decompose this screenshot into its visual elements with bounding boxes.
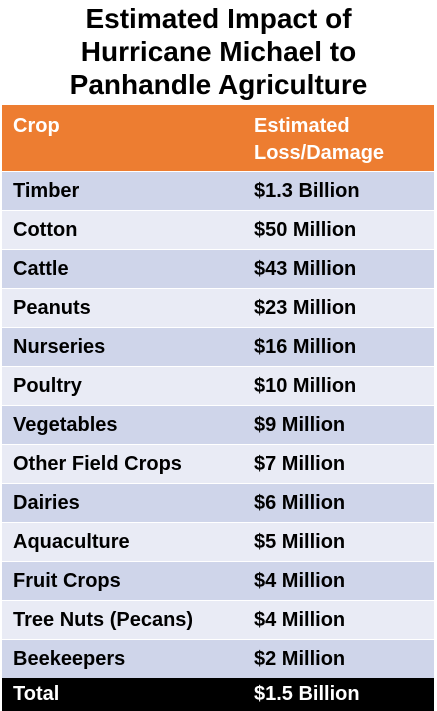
table-row: Cattle $43 Million [2,249,434,288]
table-row: Peanuts $23 Million [2,288,434,327]
table-row: Timber $1.3 Billion [2,171,434,210]
loss-cell: $23 Million [254,297,357,319]
crop-cell: Fruit Crops [13,570,121,592]
loss-cell: $2 Million [254,648,346,670]
table-row: Nurseries $16 Million [2,327,434,366]
crop-cell: Cattle [13,258,69,280]
table-body: Timber $1.3 Billion Cotton $50 Million C… [2,171,434,678]
page-title: Estimated Impact of Hurricane Michael to… [0,2,437,101]
loss-cell: $4 Million [254,570,346,592]
total-row: Total $1.5 Billion [2,678,434,711]
loss-cell: $10 Million [254,375,357,397]
crop-cell: Tree Nuts (Pecans) [13,609,194,631]
table-row: Aquaculture $5 Million [2,522,434,561]
crop-cell: Nurseries [13,336,106,358]
crop-cell: Beekeepers [13,648,126,670]
crop-cell: Timber [13,180,80,202]
table-row: Dairies $6 Million [2,483,434,522]
loss-cell: $4 Million [254,609,346,631]
loss-cell: $50 Million [254,219,357,241]
loss-cell: $1.3 Billion [254,180,360,202]
header-estimated-loss: Estimated Loss/Damage [254,113,384,167]
header-loss-line-1: Estimated [254,115,350,137]
loss-cell: $16 Million [254,336,357,358]
table-row: Tree Nuts (Pecans) $4 Million [2,600,434,639]
table-header: Crop Estimated Loss/Damage [2,105,434,171]
loss-cell: $9 Million [254,414,346,436]
title-line-3: Panhandle Agriculture [69,69,368,100]
table-row: Poultry $10 Million [2,366,434,405]
crop-cell: Cotton [13,219,78,241]
table-row: Cotton $50 Million [2,210,434,249]
header-crop: Crop [13,115,60,137]
table-row: Beekeepers $2 Million [2,639,434,678]
crop-cell: Other Field Crops [13,453,182,475]
total-value: $1.5 Billion [254,683,360,705]
table-row: Vegetables $9 Million [2,405,434,444]
table-row: Other Field Crops $7 Million [2,444,434,483]
crop-cell: Dairies [13,492,80,514]
header-loss-line-2: Loss/Damage [254,142,385,164]
crop-cell: Peanuts [13,297,91,319]
loss-cell: $6 Million [254,492,346,514]
loss-cell: $5 Million [254,531,346,553]
loss-cell: $43 Million [254,258,357,280]
crop-cell: Poultry [13,375,82,397]
table-row: Fruit Crops $4 Million [2,561,434,600]
crop-cell: Aquaculture [13,531,130,553]
title-line-1: Estimated Impact of [85,3,352,34]
loss-cell: $7 Million [254,453,346,475]
total-label: Total [13,683,60,705]
crop-cell: Vegetables [13,414,118,436]
title-line-2: Hurricane Michael to [80,36,357,67]
